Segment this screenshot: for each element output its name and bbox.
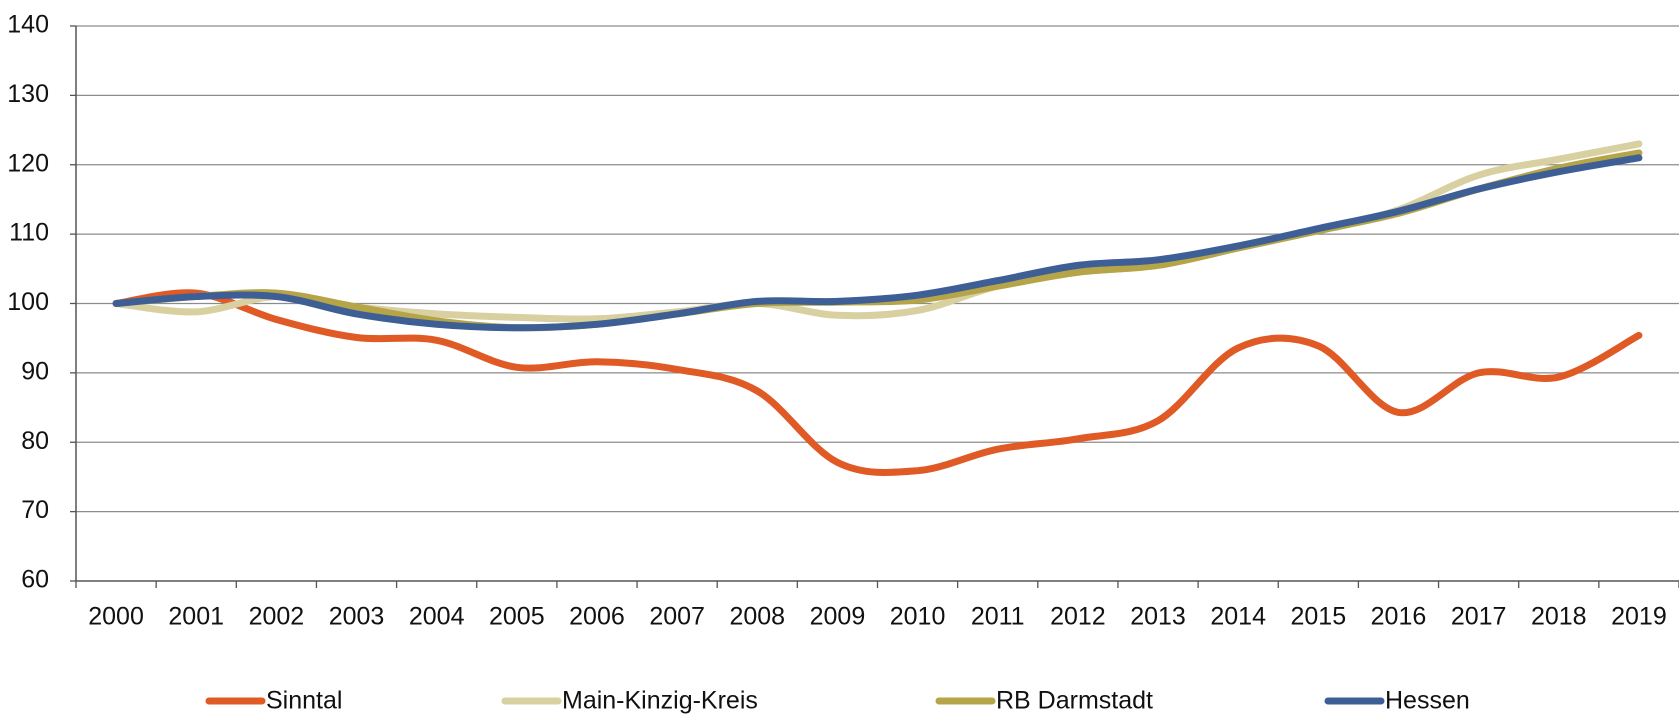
legend-label: Main-Kinzig-Kreis [562,687,758,715]
x-tick-label: 2002 [249,603,305,631]
x-tick-label: 2000 [88,603,144,631]
x-tick-label: 2011 [971,603,1025,631]
x-tick-label: 2007 [649,603,705,631]
x-tick-label: 2013 [1130,603,1186,631]
x-tick-label: 2018 [1531,603,1587,631]
x-tick-label: 2008 [729,603,785,631]
x-tick-label: 2009 [810,603,866,631]
x-tick-label: 2005 [489,603,545,631]
line-series [112,154,1643,332]
y-tick-label: 60 [21,566,49,594]
y-tick-label: 90 [21,357,49,385]
legend-label: Hessen [1385,687,1470,715]
x-tick-label: 2012 [1050,603,1106,631]
x-tick-label: 2004 [409,603,465,631]
x-tick-label: 2017 [1451,603,1507,631]
x-tick-label: 2006 [569,603,625,631]
x-tick-label: 2016 [1371,603,1427,631]
line-series [112,140,1643,323]
y-tick-label: 130 [7,80,49,108]
x-tick-label: 2015 [1291,603,1347,631]
y-tick-label: 120 [7,149,49,177]
line-series [112,289,1643,477]
y-tick-label: 140 [7,11,49,39]
x-tick-label: 2014 [1210,603,1266,631]
y-tick-label: 80 [21,427,49,455]
legend-label: RB Darmstadt [996,687,1153,715]
legend-label: Sinntal [266,687,342,715]
y-tick-label: 100 [7,288,49,316]
y-tick-label: 110 [9,219,49,247]
y-tick-label: 70 [21,496,49,524]
x-tick-label: 2003 [329,603,385,631]
x-tick-label: 2019 [1611,603,1667,631]
x-tick-label: 2010 [890,603,946,631]
x-tick-label: 2001 [168,603,224,631]
